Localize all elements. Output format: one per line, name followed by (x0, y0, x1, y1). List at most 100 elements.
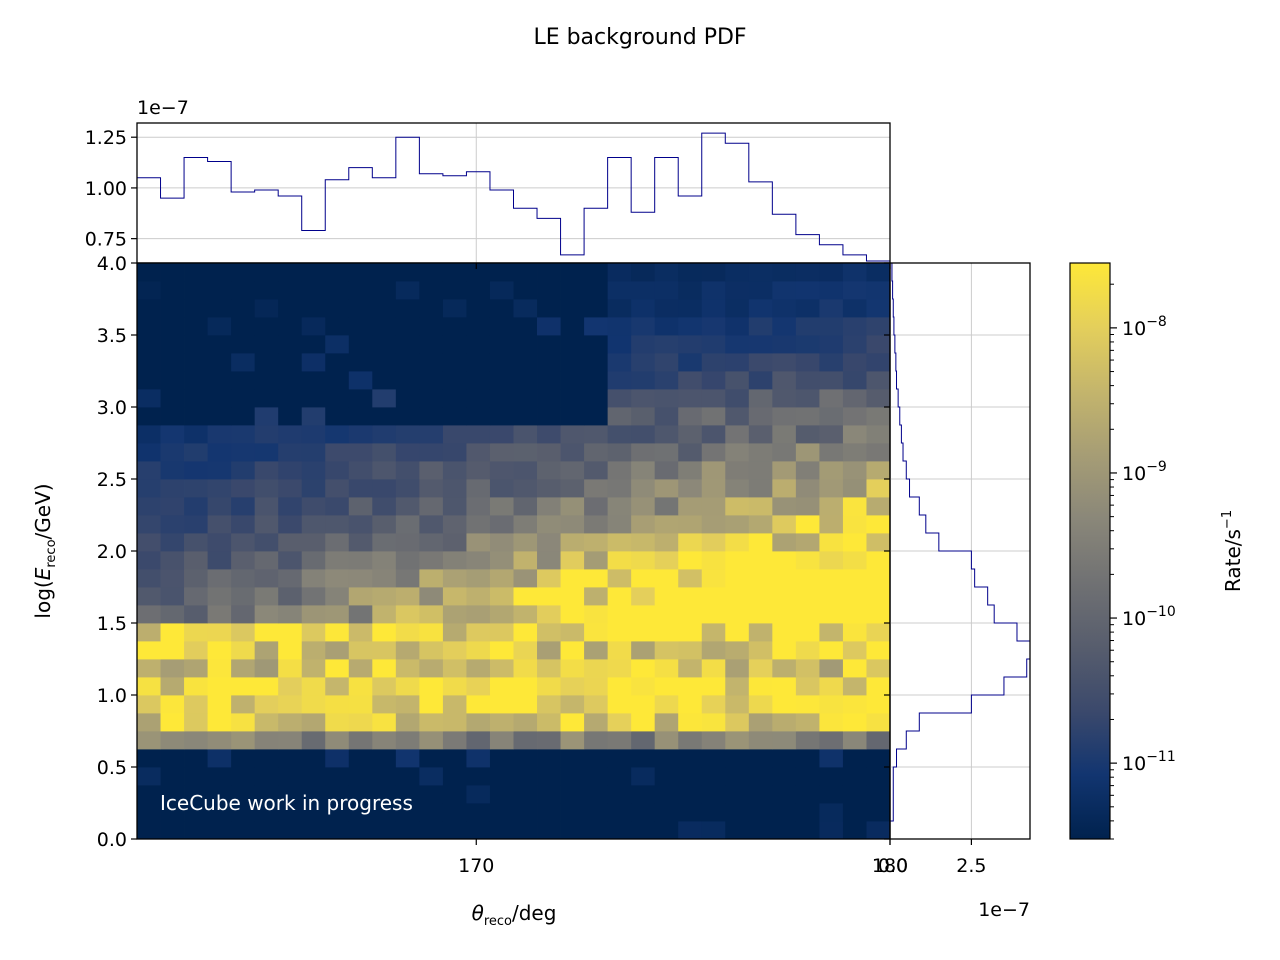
heatmap-cell (278, 677, 303, 696)
heatmap-cell (748, 533, 773, 552)
top-y-tick-label: 0.75 (85, 229, 127, 251)
heatmap-cell (301, 335, 326, 354)
heatmap-cell (748, 731, 773, 750)
heatmap-cell (160, 461, 185, 480)
heatmap-cell (231, 335, 256, 354)
heatmap-cell (372, 803, 397, 822)
heatmap-cell (584, 497, 609, 516)
heatmap-cell (348, 587, 373, 606)
heatmap-cell (207, 623, 232, 642)
heatmap-cell (137, 623, 161, 642)
heatmap-cell (866, 695, 891, 714)
heatmap-cell (348, 407, 373, 426)
heatmap-cell (607, 623, 632, 642)
heatmap-cell (160, 677, 185, 696)
heatmap-cell (348, 803, 373, 822)
heatmap-cell (772, 371, 797, 390)
heatmap-cell (772, 659, 797, 678)
heatmap-cell (254, 353, 279, 372)
heatmap-cell (866, 299, 891, 318)
heatmap-cell (489, 785, 514, 804)
heatmap-cell (537, 497, 561, 516)
heatmap-cell (372, 443, 397, 462)
heatmap-cell (725, 785, 750, 804)
y-tick-label: 0.5 (97, 757, 127, 779)
heatmap-cell (772, 821, 797, 840)
heatmap-cell (537, 515, 561, 534)
heatmap-cell (725, 299, 750, 318)
heatmap-cell (537, 623, 561, 642)
heatmap-cell (325, 371, 350, 390)
top-y-tick-label: 1.25 (85, 127, 127, 149)
heatmap-cell (842, 785, 867, 804)
heatmap-cell (489, 659, 514, 678)
heatmap-cell (678, 659, 703, 678)
heatmap-cell (748, 551, 773, 570)
heatmap-cell (137, 749, 161, 768)
heatmap-cell (442, 317, 467, 336)
heatmap-cell (466, 659, 491, 678)
heatmap-cell (795, 695, 820, 714)
heatmap-cell (348, 569, 373, 588)
heatmap-cell (795, 569, 820, 588)
heatmap-cell (701, 785, 726, 804)
heatmap-cell (489, 533, 514, 552)
heatmap-cell (748, 803, 773, 822)
watermark-text: IceCube work in progress (160, 791, 413, 815)
heatmap-cell (701, 713, 726, 732)
heatmap-cell (372, 731, 397, 750)
heatmap-cell (184, 389, 208, 408)
heatmap-cell (748, 677, 773, 696)
heatmap-cell (466, 587, 491, 606)
heatmap-cell (207, 659, 232, 678)
heatmap-cell (489, 767, 514, 786)
heatmap-cell (325, 659, 350, 678)
heatmap-cell (301, 821, 326, 840)
heatmap-cell (772, 587, 797, 606)
heatmap-cell (701, 641, 726, 660)
heatmap-cell (466, 515, 491, 534)
heatmap-cell (725, 335, 750, 354)
heatmap-cell (748, 497, 773, 516)
heatmap-cell (701, 515, 726, 534)
heatmap-cell (254, 713, 279, 732)
heatmap-cell (513, 641, 538, 660)
heatmap-cell (772, 533, 797, 552)
heatmap-cell (795, 749, 820, 768)
heatmap-cell (725, 461, 750, 480)
heatmap-cell (466, 371, 491, 390)
heatmap-cell (748, 659, 773, 678)
heatmap-cell (231, 407, 256, 426)
heatmap-cell (654, 587, 679, 606)
heatmap-cell (678, 821, 703, 840)
heatmap-cell (466, 641, 491, 660)
heatmap-cell (301, 587, 326, 606)
heatmap-cell (395, 623, 420, 642)
heatmap-cell (842, 767, 867, 786)
heatmap-cell (466, 353, 491, 372)
heatmap-cell (489, 425, 514, 444)
heatmap-cell (537, 407, 561, 426)
heatmap-cell (678, 713, 703, 732)
heatmap-cell (607, 641, 632, 660)
heatmap-cell (560, 335, 585, 354)
heatmap-cell (160, 803, 185, 822)
heatmap-cell (842, 695, 867, 714)
heatmap-cell (537, 677, 561, 696)
heatmap-cell (419, 659, 444, 678)
heatmap-cell (795, 533, 820, 552)
heatmap-cell (842, 353, 867, 372)
heatmap-cell (631, 299, 656, 318)
heatmap-cell (560, 263, 585, 282)
heatmap-cell (748, 587, 773, 606)
heatmap-cell (325, 767, 350, 786)
heatmap-cell (772, 641, 797, 660)
heatmap-cell (748, 479, 773, 498)
heatmap-cell (372, 479, 397, 498)
heatmap-cell (348, 821, 373, 840)
main-heatmap: 0.0 0.5 1.0 1.5 2.0 2.5 3.0 3.5 4.0 170 180 IceCu… (97, 253, 908, 877)
heatmap-cell (442, 731, 467, 750)
heatmap-cell (372, 515, 397, 534)
heatmap-cell (207, 821, 232, 840)
heatmap-cell (631, 425, 656, 444)
